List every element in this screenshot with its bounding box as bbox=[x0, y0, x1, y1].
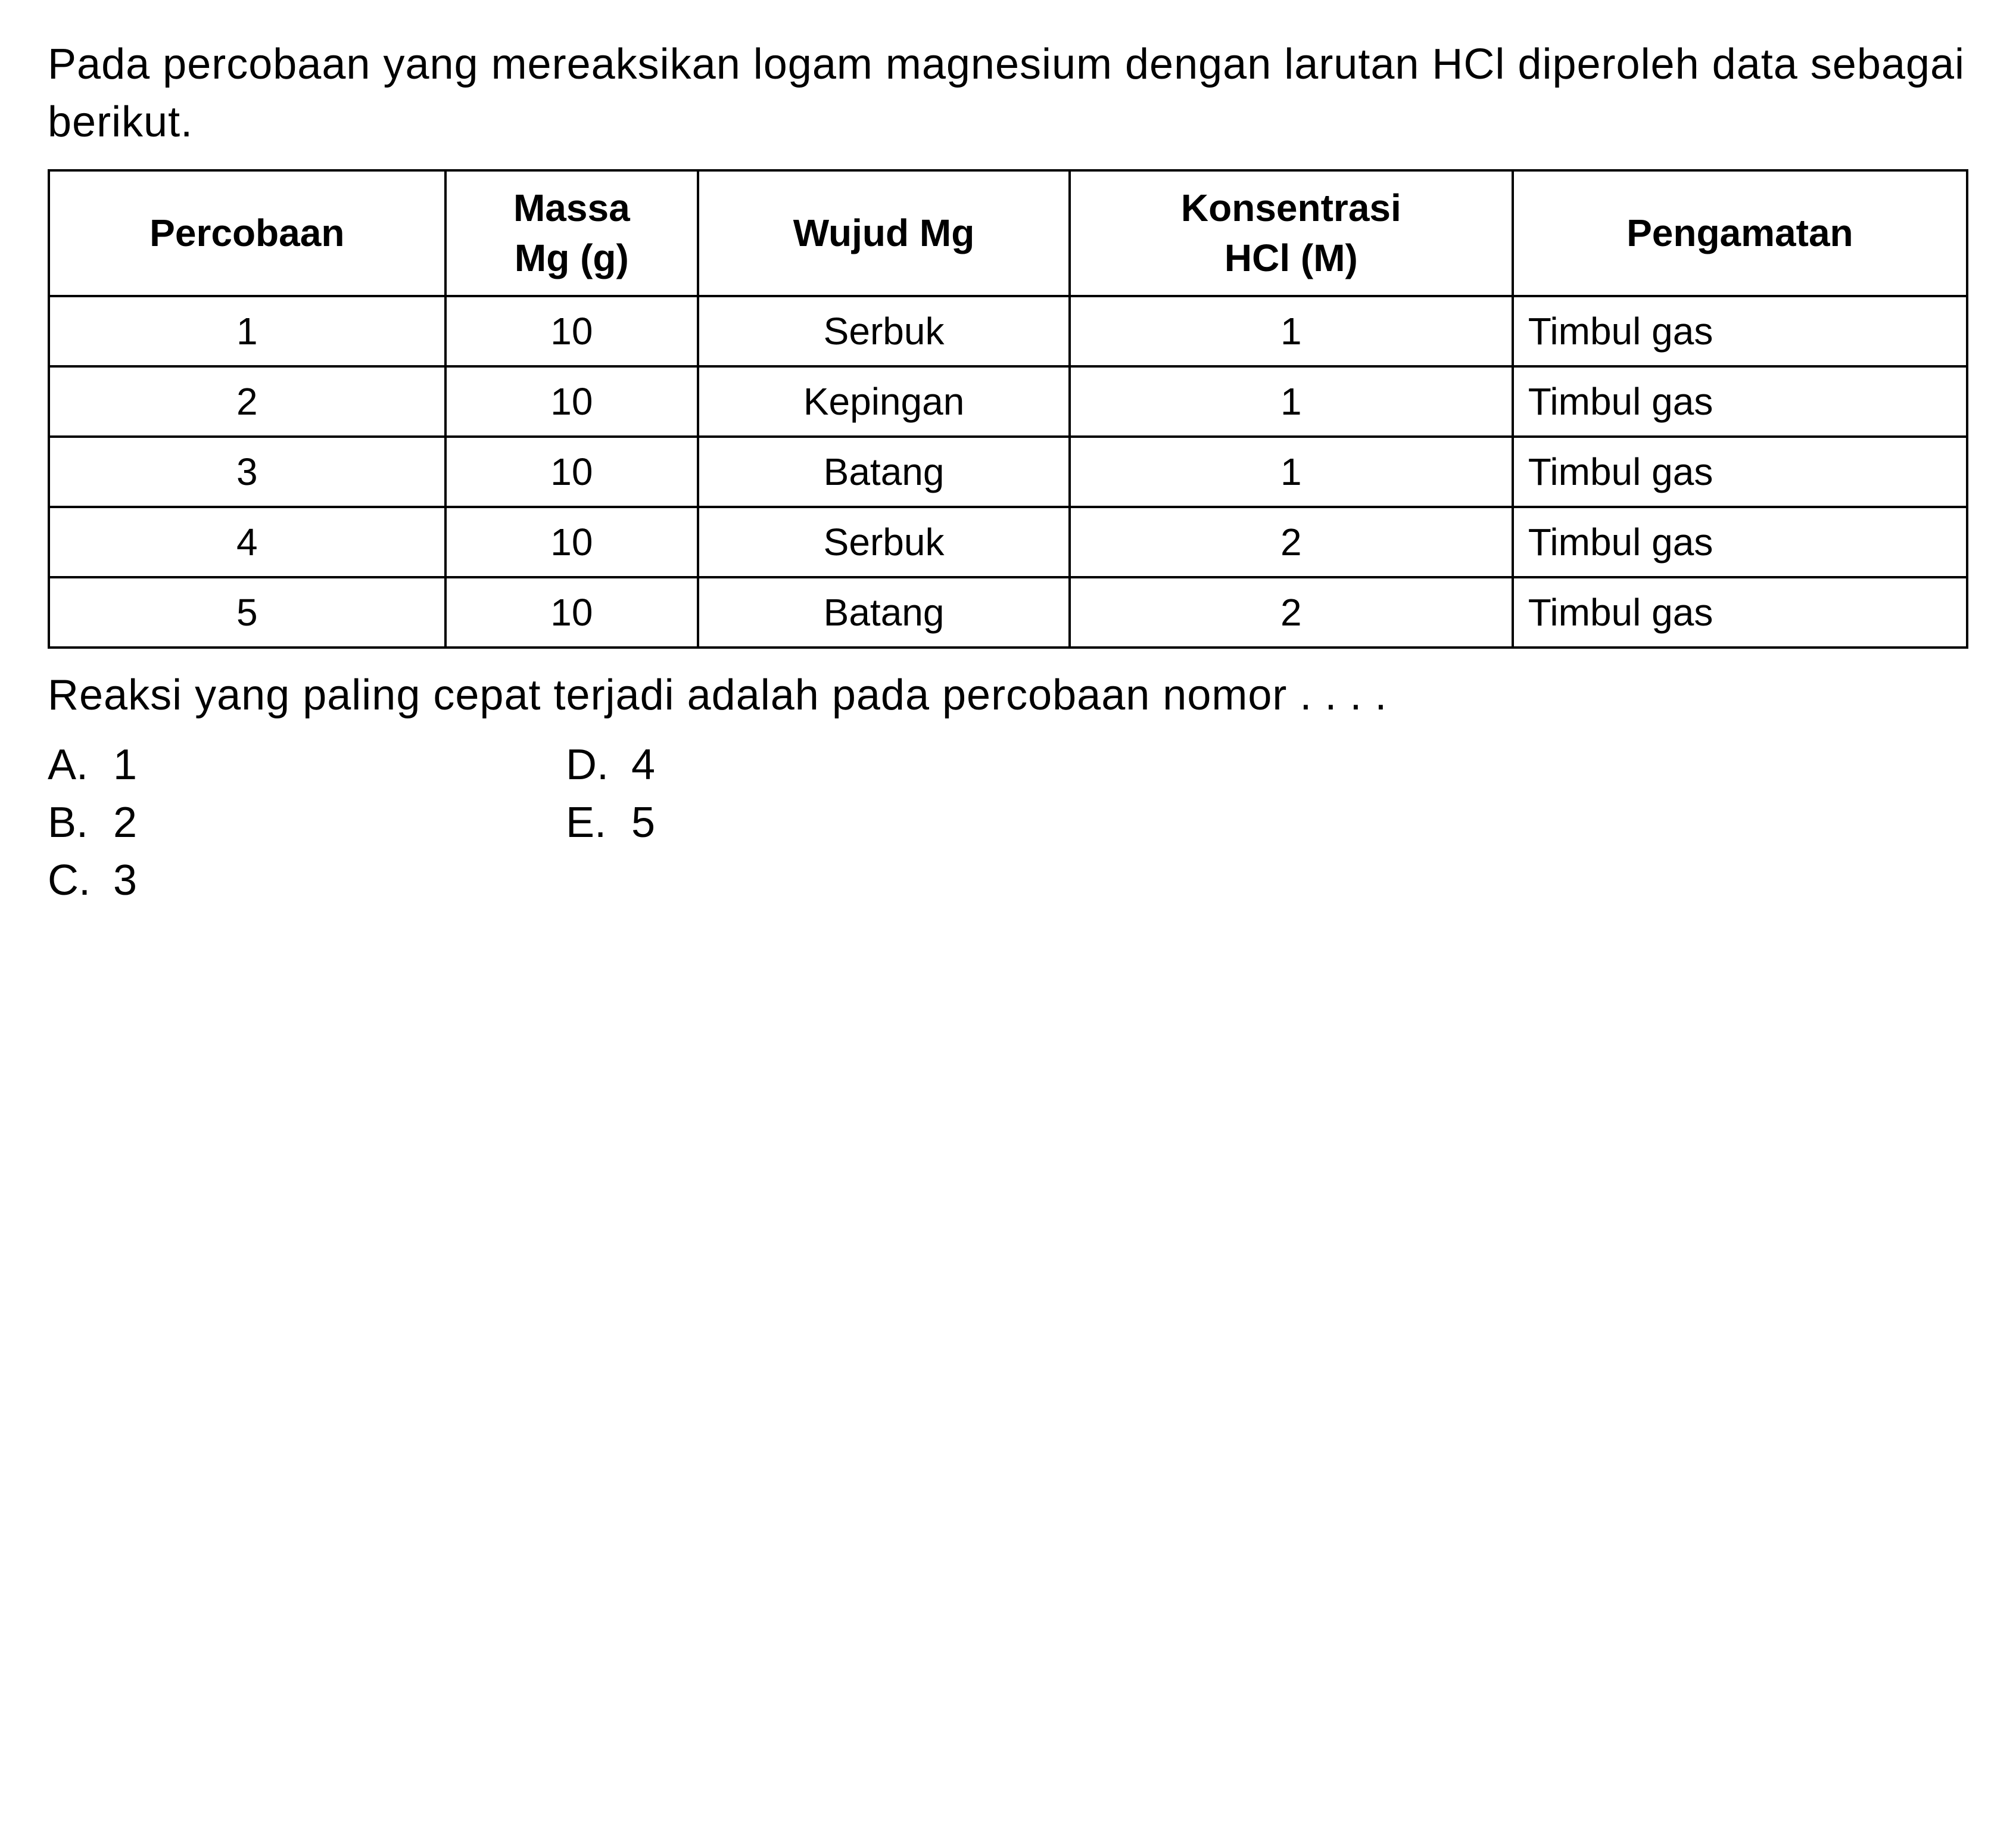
option-e-value: 5 bbox=[631, 794, 655, 852]
option-b-label: B. bbox=[48, 794, 113, 852]
cell-konsentrasi: 2 bbox=[1070, 577, 1513, 648]
cell-wujud: Serbuk bbox=[698, 507, 1070, 577]
cell-massa: 10 bbox=[445, 366, 699, 437]
option-b: B. 2 bbox=[48, 794, 137, 852]
cell-wujud: Serbuk bbox=[698, 296, 1070, 366]
option-d-value: 4 bbox=[631, 736, 655, 794]
cell-massa: 10 bbox=[445, 507, 699, 577]
cell-pengamatan: Timbul gas bbox=[1513, 366, 1967, 437]
table-row: 1 10 Serbuk 1 Timbul gas bbox=[49, 296, 1967, 366]
option-a: A. 1 bbox=[48, 736, 137, 794]
cell-konsentrasi: 1 bbox=[1070, 296, 1513, 366]
table-row: 2 10 Kepingan 1 Timbul gas bbox=[49, 366, 1967, 437]
option-a-label: A. bbox=[48, 736, 113, 794]
option-a-value: 1 bbox=[113, 736, 137, 794]
cell-percobaan: 3 bbox=[49, 437, 445, 507]
cell-massa: 10 bbox=[445, 437, 699, 507]
option-c-label: C. bbox=[48, 852, 113, 910]
header-konsentrasi-line2: HCl (M) bbox=[1080, 234, 1502, 283]
header-pengamatan: Pengamatan bbox=[1513, 170, 1967, 295]
cell-wujud: Kepingan bbox=[698, 366, 1070, 437]
options-column-left: A. 1 B. 2 C. 3 bbox=[48, 736, 137, 910]
cell-wujud: Batang bbox=[698, 437, 1070, 507]
option-b-value: 2 bbox=[113, 794, 137, 852]
cell-wujud: Batang bbox=[698, 577, 1070, 648]
intro-text: Pada percobaan yang mereaksikan logam ma… bbox=[48, 36, 1968, 151]
table-row: 3 10 Batang 1 Timbul gas bbox=[49, 437, 1967, 507]
option-d-label: D. bbox=[566, 736, 631, 794]
cell-massa: 10 bbox=[445, 296, 699, 366]
option-c-value: 3 bbox=[113, 852, 137, 910]
data-table: Percobaan Massa Mg (g) Wujud Mg Konsentr… bbox=[48, 169, 1968, 648]
cell-konsentrasi: 2 bbox=[1070, 507, 1513, 577]
option-d: D. 4 bbox=[566, 736, 655, 794]
table-row: 4 10 Serbuk 2 Timbul gas bbox=[49, 507, 1967, 577]
cell-percobaan: 1 bbox=[49, 296, 445, 366]
header-konsentrasi-line1: Konsentrasi bbox=[1080, 183, 1502, 233]
option-e-label: E. bbox=[566, 794, 631, 852]
options-column-right: D. 4 E. 5 bbox=[566, 736, 655, 910]
cell-percobaan: 4 bbox=[49, 507, 445, 577]
cell-percobaan: 2 bbox=[49, 366, 445, 437]
cell-konsentrasi: 1 bbox=[1070, 437, 1513, 507]
header-massa: Massa Mg (g) bbox=[445, 170, 699, 295]
cell-pengamatan: Timbul gas bbox=[1513, 577, 1967, 648]
cell-pengamatan: Timbul gas bbox=[1513, 437, 1967, 507]
header-percobaan: Percobaan bbox=[49, 170, 445, 295]
cell-pengamatan: Timbul gas bbox=[1513, 507, 1967, 577]
cell-pengamatan: Timbul gas bbox=[1513, 296, 1967, 366]
option-c: C. 3 bbox=[48, 852, 137, 910]
options-container: A. 1 B. 2 C. 3 D. 4 E. 5 bbox=[48, 736, 1968, 910]
cell-percobaan: 5 bbox=[49, 577, 445, 648]
header-massa-line2: Mg (g) bbox=[456, 234, 688, 283]
table-row: 5 10 Batang 2 Timbul gas bbox=[49, 577, 1967, 648]
cell-konsentrasi: 1 bbox=[1070, 366, 1513, 437]
option-e: E. 5 bbox=[566, 794, 655, 852]
header-massa-line1: Massa bbox=[456, 183, 688, 233]
table-header-row: Percobaan Massa Mg (g) Wujud Mg Konsentr… bbox=[49, 170, 1967, 295]
header-konsentrasi: Konsentrasi HCl (M) bbox=[1070, 170, 1513, 295]
cell-massa: 10 bbox=[445, 577, 699, 648]
question-text: Reaksi yang paling cepat terjadi adalah … bbox=[48, 667, 1968, 724]
header-wujud: Wujud Mg bbox=[698, 170, 1070, 295]
